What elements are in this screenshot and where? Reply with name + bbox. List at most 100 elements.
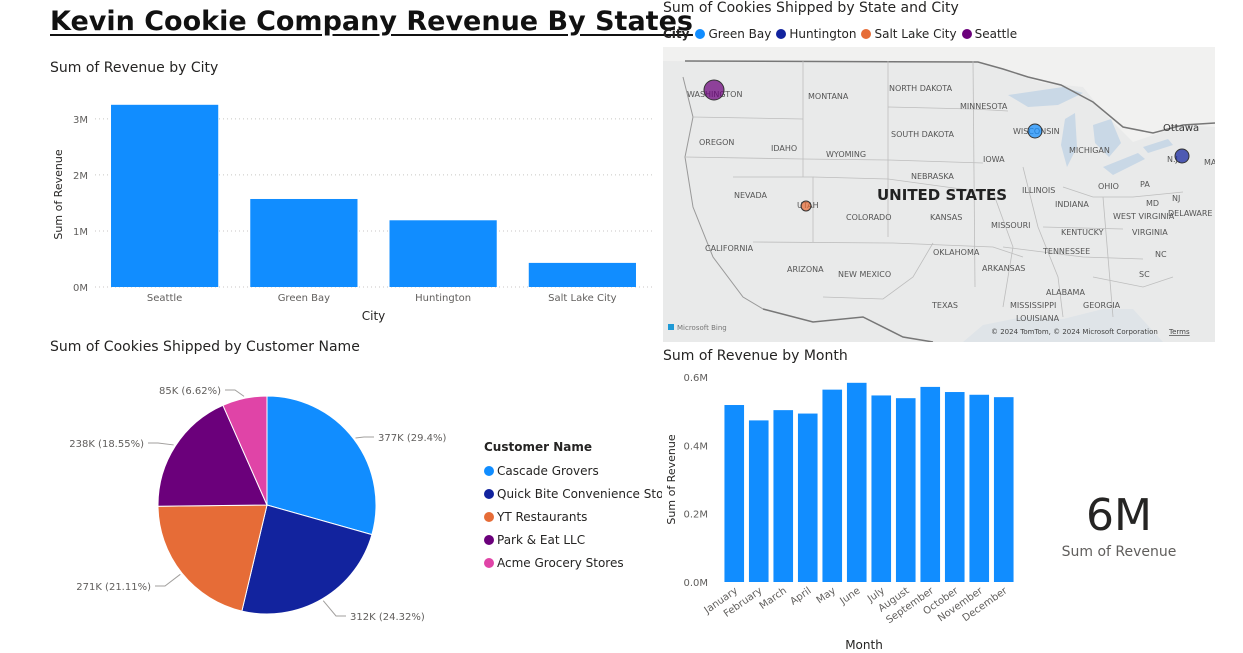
revenue-kpi-card[interactable]: 6M Sum of Revenue [1040, 488, 1198, 560]
pie-legend: Customer Name Cascade Grovers Quick Bite … [484, 440, 662, 574]
pie-data-label: 312K (24.32%) [350, 612, 425, 623]
map-bubble-seattle[interactable] [703, 79, 725, 101]
pie-slice-acme-grocery-stores[interactable] [222, 395, 268, 506]
x-tick-label: May [815, 585, 838, 606]
bar-may[interactable] [822, 389, 843, 582]
pie-legend-item[interactable]: YT Restaurants [484, 505, 662, 528]
map-label: WEST VIRGINIA [1113, 212, 1175, 221]
x-axis-label: Month [845, 638, 883, 652]
lake-ontario [1143, 139, 1173, 153]
map-bubble-salt-lake-city[interactable] [800, 200, 812, 212]
map-legend-item-seattle[interactable]: Seattle [961, 27, 1017, 41]
pie-legend-label: Acme Grocery Stores [497, 555, 624, 570]
mexico-border-line [762, 308, 934, 342]
revenue-by-city-chart[interactable]: 0M 1M 2M 3M Seattle Green Bay Huntington Salt L… [40, 90, 660, 330]
bar-august[interactable] [895, 398, 916, 582]
pie-data-label: 85K (6.62%) [159, 386, 221, 397]
pie-legend-item[interactable]: Acme Grocery Stores [484, 551, 662, 574]
pie-legend-item[interactable]: Park & Eat LLC [484, 528, 662, 551]
bar-seattle[interactable] [111, 104, 219, 287]
map-country-label: UNITED STATES [877, 186, 1007, 204]
month-chart-title: Sum of Revenue by Month [663, 348, 848, 364]
x-axis-label: City [362, 309, 386, 323]
bar-november[interactable] [969, 394, 990, 582]
map-label: KANSAS [930, 213, 962, 222]
map-label: NJ [1172, 194, 1180, 203]
pie-legend-title: Customer Name [484, 440, 592, 454]
bar-april[interactable] [797, 413, 818, 582]
map-label: NORTH DAKOTA [889, 84, 953, 93]
bar-green-bay[interactable] [250, 198, 358, 287]
pie-data-label: 377K (29.4%) [378, 433, 446, 444]
pie-legend-item[interactable]: Cascade Grovers [484, 459, 662, 482]
bar-october[interactable] [944, 392, 965, 582]
map-label: MICHIGAN [1069, 146, 1110, 155]
lake-superior [1008, 87, 1083, 107]
map-label: MA [1204, 158, 1215, 167]
x-tick-label: Seattle [147, 293, 182, 304]
map-label: OKLAHOMA [933, 248, 980, 257]
legend-dot-icon [484, 511, 494, 522]
legend-dot-icon [695, 29, 706, 39]
map-label: TEXAS [931, 301, 958, 310]
dashboard-title: Kevin Cookie Company Revenue By States [50, 6, 693, 37]
map-label: KENTUCKY [1061, 228, 1104, 237]
pie-title: Sum of Cookies Shipped by Customer Name [50, 339, 360, 355]
bar-huntington[interactable] [389, 220, 497, 287]
map-label: MD [1146, 199, 1159, 208]
map-label: SC [1139, 270, 1150, 279]
bar-march[interactable] [773, 410, 794, 582]
map-label: MISSOURI [991, 221, 1031, 230]
bar-december[interactable] [993, 397, 1014, 582]
bar-june[interactable] [846, 382, 867, 582]
y-tick-label: 3M [73, 115, 88, 126]
x-tick-label: June [838, 585, 863, 607]
pie-legend-label: Quick Bite Convenience Stores [497, 486, 662, 501]
map-label: OREGON [699, 138, 734, 147]
map-label: MONTANA [808, 92, 849, 101]
pie-slice-quick-bite-convenience-stores[interactable] [241, 504, 373, 615]
border-line [684, 60, 1215, 134]
pie-legend-item[interactable]: Quick Bite Convenience Stores [484, 482, 662, 505]
legend-dot-icon [961, 29, 972, 39]
bing-logo-icon [668, 324, 674, 330]
gulf-region [963, 309, 1163, 342]
us-map[interactable]: WASHINGTON MONTANA NORTH DAKOTA MINNESOT… [663, 47, 1215, 342]
y-tick-label: 0.4M [683, 441, 708, 452]
bar-february[interactable] [748, 420, 769, 582]
kpi-value: 6M [1086, 490, 1152, 541]
pie-leader-line [225, 389, 245, 397]
pie-slice-cascade-grovers[interactable] [266, 395, 377, 536]
map-label: IOWA [983, 155, 1005, 164]
map-label: VIRGINIA [1132, 228, 1168, 237]
map-label: WYOMING [826, 150, 866, 159]
pie-slice-yt-restaurants[interactable] [157, 504, 268, 612]
kpi-label: Sum of Revenue [1061, 544, 1177, 560]
lake-michigan [1061, 113, 1077, 167]
map-label: ILLINOIS [1022, 186, 1055, 195]
bar-january[interactable] [724, 405, 745, 582]
map-label: MISSISSIPPI [1010, 301, 1056, 310]
map-attribution: © 2024 TomTom, © 2024 Microsoft Corporat… [991, 328, 1158, 336]
map-bubble-green-bay[interactable] [1027, 123, 1043, 139]
bar-july[interactable] [871, 395, 892, 582]
y-tick-label: 2M [73, 171, 88, 182]
map-label: PA [1140, 180, 1150, 189]
legend-dot-icon [484, 534, 494, 545]
map-legend-item-green-bay[interactable]: Green Bay [695, 27, 771, 41]
map-terms-link[interactable]: Terms [1168, 328, 1190, 336]
pie-slice-park-eat-llc[interactable] [157, 404, 268, 507]
bar-september[interactable] [920, 386, 941, 582]
bar-salt-lake-city[interactable] [528, 262, 636, 287]
map-bubble-huntington[interactable] [1174, 148, 1190, 164]
map-panel[interactable]: WASHINGTON MONTANA NORTH DAKOTA MINNESOT… [663, 47, 1215, 342]
cookies-by-customer-pie[interactable]: 377K (29.4%) 312K (24.32%) 271K (21.11%) 23… [40, 365, 480, 650]
map-legend-item-salt-lake-city[interactable]: Salt Lake City [861, 27, 957, 41]
map-label: COLORADO [846, 213, 892, 222]
map-bubbles[interactable] [703, 79, 1190, 212]
map-label: N.J. [1167, 155, 1180, 164]
map-title: Sum of Cookies Shipped by State and City [663, 0, 959, 16]
map-legend-item-huntington[interactable]: Huntington [776, 27, 856, 41]
map-label: IDAHO [771, 144, 797, 153]
